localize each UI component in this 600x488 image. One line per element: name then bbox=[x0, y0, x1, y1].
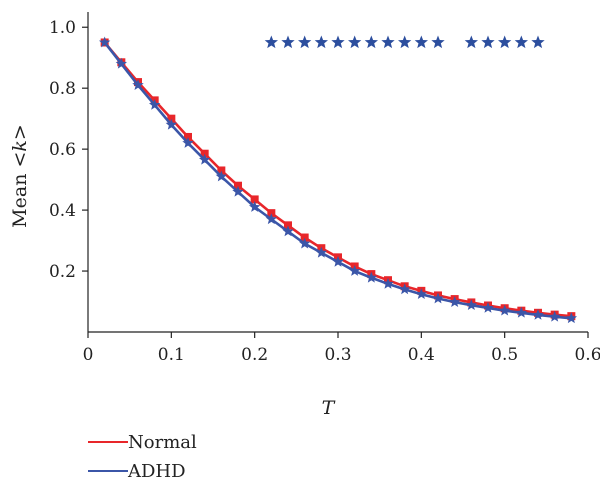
data-point-adhd bbox=[565, 312, 578, 324]
significance-star bbox=[264, 35, 278, 49]
significance-star bbox=[481, 35, 495, 49]
data-point-adhd bbox=[415, 288, 428, 300]
series-layer bbox=[98, 36, 578, 324]
legend-label: Normal bbox=[128, 432, 197, 453]
data-point-adhd bbox=[515, 306, 528, 318]
x-tick-label: 0.5 bbox=[491, 345, 518, 365]
data-point-normal bbox=[184, 132, 192, 141]
x-ticks: 0 0.1 0.2 0.3 0.4 0.5 0.6 bbox=[83, 332, 600, 365]
data-point-normal bbox=[284, 221, 292, 230]
x-tick-label: 0.2 bbox=[241, 345, 268, 365]
x-axis-title: T bbox=[322, 397, 336, 419]
data-point-normal bbox=[200, 149, 209, 158]
data-point-adhd bbox=[115, 57, 128, 69]
significance-star bbox=[281, 35, 295, 49]
y-axis-title: Mean <k> bbox=[9, 124, 31, 228]
y-tick-label: 0.2 bbox=[49, 262, 76, 282]
significance-star bbox=[314, 35, 328, 49]
data-point-adhd bbox=[498, 304, 511, 316]
data-point-adhd bbox=[132, 79, 144, 90]
legend: Normal ADHD bbox=[88, 432, 197, 482]
significance-star bbox=[498, 35, 512, 49]
data-point-adhd bbox=[248, 201, 261, 212]
data-point-normal bbox=[250, 195, 259, 204]
significance-markers bbox=[264, 35, 545, 49]
data-point-adhd bbox=[198, 153, 211, 165]
data-point-adhd bbox=[465, 299, 478, 311]
series-adhd bbox=[98, 36, 578, 324]
data-point-adhd bbox=[298, 237, 311, 249]
x-tick-label: 0.3 bbox=[324, 345, 351, 365]
significance-star bbox=[514, 35, 528, 49]
legend-label: ADHD bbox=[127, 461, 186, 482]
data-point-adhd bbox=[232, 185, 244, 197]
data-point-normal bbox=[217, 166, 226, 175]
y-tick-label: 1.0 bbox=[49, 18, 76, 38]
y-tick-label: 0.4 bbox=[49, 201, 76, 221]
data-point-adhd bbox=[215, 170, 228, 182]
x-tick-label: 0.4 bbox=[408, 345, 435, 365]
data-point-adhd bbox=[382, 277, 394, 289]
data-point-adhd bbox=[165, 118, 178, 130]
series-line-adhd bbox=[103, 41, 572, 320]
series-line-normal bbox=[103, 41, 572, 318]
data-point-adhd bbox=[432, 292, 444, 304]
legend-item-adhd: ADHD bbox=[88, 461, 186, 482]
significance-star bbox=[364, 35, 378, 49]
significance-star bbox=[531, 35, 545, 49]
series-normal bbox=[100, 38, 576, 321]
x-tick-label: 0 bbox=[83, 345, 94, 365]
data-point-adhd bbox=[448, 296, 461, 307]
legend-item-normal: Normal bbox=[88, 432, 197, 453]
data-point-adhd bbox=[265, 213, 278, 225]
data-point-normal bbox=[234, 181, 242, 190]
data-point-adhd bbox=[482, 301, 494, 313]
y-tick-label: 0.6 bbox=[49, 140, 76, 160]
data-point-adhd bbox=[148, 98, 161, 110]
data-point-adhd bbox=[398, 283, 411, 295]
data-point-adhd bbox=[98, 36, 111, 48]
y-tick-label: 0.8 bbox=[49, 79, 76, 99]
data-point-adhd bbox=[282, 225, 294, 237]
y-ticks: 0.2 0.4 0.6 0.8 1.0 bbox=[49, 18, 88, 282]
significance-star bbox=[414, 35, 428, 49]
significance-star bbox=[398, 35, 412, 49]
significance-star bbox=[464, 35, 478, 49]
data-point-normal bbox=[300, 233, 309, 242]
x-tick-label: 0.1 bbox=[158, 345, 185, 365]
significance-star bbox=[381, 35, 395, 49]
data-point-adhd bbox=[332, 255, 344, 267]
data-point-adhd bbox=[365, 271, 378, 283]
data-point-adhd bbox=[348, 265, 361, 276]
data-point-normal bbox=[267, 209, 276, 218]
significance-star bbox=[348, 35, 362, 49]
significance-star bbox=[431, 35, 445, 49]
data-point-normal bbox=[167, 114, 176, 123]
significance-star bbox=[298, 35, 312, 49]
significance-star bbox=[331, 35, 345, 49]
axes bbox=[87, 12, 588, 333]
data-point-adhd bbox=[532, 308, 544, 320]
x-tick-label: 0.6 bbox=[574, 345, 600, 365]
data-point-adhd bbox=[548, 310, 561, 322]
data-point-adhd bbox=[315, 246, 328, 258]
data-point-adhd bbox=[182, 137, 194, 148]
